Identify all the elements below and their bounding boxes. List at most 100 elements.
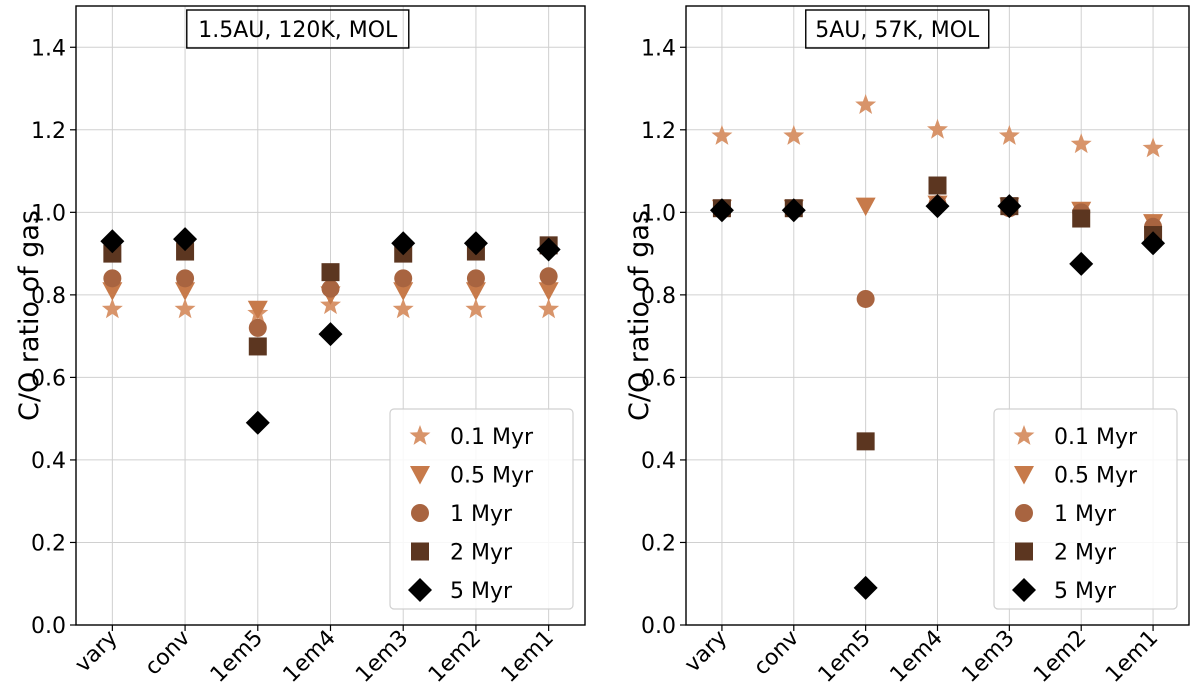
data-point-diamond bbox=[536, 237, 561, 262]
data-point-circle bbox=[466, 269, 485, 288]
data-point-diamond bbox=[853, 575, 878, 600]
data-point-star bbox=[101, 298, 123, 319]
legend-marker-square bbox=[411, 542, 429, 561]
y-tick-label: 0.6 bbox=[641, 366, 676, 391]
data-point-circle bbox=[103, 269, 122, 288]
legend-label: 0.1 Myr bbox=[450, 425, 534, 450]
y-tick-label: 0.0 bbox=[641, 614, 676, 639]
data-point-triangle-down bbox=[465, 282, 486, 301]
legend-marker-circle bbox=[411, 504, 429, 522]
chart-panel-2: 0.0 0.2 0.4 0.6 0.8 1.0 1.2 1.4 vary conv 1em5 1em4… bbox=[624, 5, 1190, 688]
x-tick-label: conv bbox=[140, 626, 195, 681]
axes-frame bbox=[685, 5, 1190, 626]
legend: 0.1 Myr 0.5 Myr 1 Myr 2 Myr 5 Myr bbox=[993, 408, 1178, 610]
data-point-circle bbox=[321, 279, 340, 298]
data-point-star bbox=[998, 124, 1020, 145]
y-tick-label: 0.4 bbox=[641, 449, 676, 474]
y-tick-label: 0.0 bbox=[31, 614, 66, 639]
legend-marker-circle bbox=[1015, 504, 1033, 522]
x-tick-label: 1em4 bbox=[279, 626, 341, 688]
y-tick-label: 1.2 bbox=[31, 119, 66, 144]
legend-marker-diamond bbox=[408, 578, 432, 602]
y-axis-label: C/O ratio of gas bbox=[624, 210, 655, 421]
data-point-diamond bbox=[245, 410, 270, 435]
axes-frame bbox=[75, 5, 586, 626]
x-tick-label: vary bbox=[71, 626, 123, 678]
x-tick-label: 1em1 bbox=[497, 626, 559, 688]
data-point-square bbox=[248, 337, 267, 356]
legend-marker-triangle-down bbox=[410, 466, 430, 485]
data-point-star bbox=[711, 124, 733, 145]
data-point-star bbox=[1070, 133, 1092, 154]
x-tick-label: conv bbox=[749, 626, 804, 681]
legend-label: 2 Myr bbox=[1054, 541, 1117, 566]
x-tick-label: 1em3 bbox=[957, 626, 1019, 688]
chart-title-box bbox=[186, 9, 410, 49]
x-tick-label: 1em2 bbox=[1029, 626, 1091, 688]
legend-box bbox=[993, 408, 1178, 610]
y-tick-label: 0.2 bbox=[641, 531, 676, 556]
data-point-triangle-down bbox=[247, 300, 268, 320]
data-point-diamond bbox=[173, 227, 198, 252]
data-point-star bbox=[392, 298, 414, 319]
legend: 0.1 Myr 0.5 Myr 1 Myr 2 Myr 5 Myr bbox=[389, 408, 574, 610]
chart-panel-1: 0.0 0.2 0.4 0.6 0.8 1.0 1.2 1.4 vary conv 1em5 1em4… bbox=[14, 5, 586, 688]
data-point-triangle-down bbox=[102, 282, 123, 301]
data-point-diamond bbox=[1141, 231, 1166, 256]
legend-label: 1 Myr bbox=[450, 502, 513, 527]
legend-label: 1 Myr bbox=[1054, 502, 1117, 527]
data-point-square bbox=[321, 263, 340, 282]
legend-label: 5 Myr bbox=[450, 579, 513, 604]
y-axis-label: C/O ratio of gas bbox=[14, 210, 45, 421]
data-point-diamond bbox=[781, 198, 806, 223]
data-point-circle bbox=[394, 269, 413, 288]
data-point-triangle-down bbox=[855, 197, 876, 217]
data-point-star bbox=[855, 94, 877, 114]
data-point-star bbox=[174, 298, 196, 319]
data-point-diamond bbox=[997, 194, 1022, 219]
data-point-triangle-down bbox=[393, 282, 414, 301]
data-point-star bbox=[783, 124, 805, 145]
y-tick-label: 1.0 bbox=[641, 201, 676, 226]
legend-marker-star bbox=[409, 425, 431, 445]
legend-label: 0.5 Myr bbox=[450, 464, 534, 489]
data-point-circle bbox=[539, 267, 558, 286]
legend-marker-star bbox=[1013, 425, 1035, 445]
data-point-square bbox=[176, 242, 195, 261]
data-point-star bbox=[465, 298, 487, 319]
data-point-circle bbox=[248, 318, 267, 337]
data-point-diamond bbox=[1069, 251, 1094, 276]
x-tick-label: 1em4 bbox=[886, 626, 948, 688]
x-tick-label: 1em2 bbox=[424, 626, 486, 688]
data-point-star bbox=[538, 298, 560, 319]
legend-marker-square bbox=[1015, 542, 1033, 561]
y-tick-label: 1.4 bbox=[31, 36, 66, 61]
y-tick-label: 1.2 bbox=[641, 119, 676, 144]
x-tick-label: vary bbox=[680, 626, 732, 678]
legend-label: 0.1 Myr bbox=[1054, 425, 1138, 450]
y-tick-label: 0.4 bbox=[31, 449, 66, 474]
data-point-diamond bbox=[925, 194, 950, 219]
chart-title-box bbox=[805, 9, 990, 49]
data-point-square bbox=[1072, 209, 1091, 228]
data-point-star bbox=[1142, 137, 1164, 158]
y-tick-label: 1.0 bbox=[31, 201, 66, 226]
x-tick-label: 1em5 bbox=[206, 626, 268, 688]
legend-label: 2 Myr bbox=[450, 541, 513, 566]
y-tick-label: 0.8 bbox=[641, 284, 676, 309]
legend-box bbox=[389, 408, 574, 610]
data-point-diamond bbox=[391, 231, 416, 256]
x-tick-label: 1em5 bbox=[814, 626, 876, 688]
data-point-triangle-down bbox=[538, 282, 559, 301]
legend-label: 0.5 Myr bbox=[1054, 464, 1138, 489]
data-point-square bbox=[103, 244, 122, 263]
legend-marker-diamond bbox=[1012, 578, 1036, 602]
data-point-diamond bbox=[709, 198, 734, 223]
data-point-diamond bbox=[318, 322, 343, 347]
data-point-triangle-down bbox=[175, 282, 196, 301]
legend-marker-triangle-down bbox=[1014, 466, 1034, 485]
data-point-diamond bbox=[463, 231, 488, 256]
data-point-circle bbox=[176, 269, 195, 288]
data-point-star bbox=[927, 118, 948, 139]
